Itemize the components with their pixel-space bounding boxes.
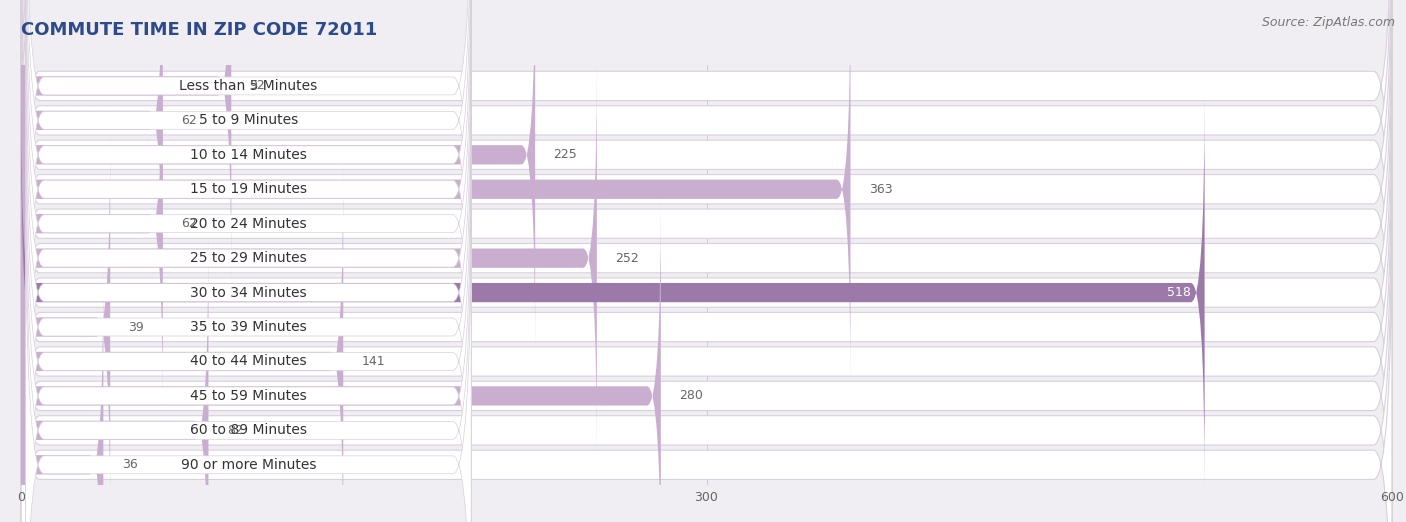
Text: 363: 363 — [869, 183, 893, 196]
FancyBboxPatch shape — [25, 0, 471, 522]
Text: 36: 36 — [122, 458, 138, 471]
FancyBboxPatch shape — [21, 0, 163, 317]
Text: 92: 92 — [250, 79, 266, 92]
FancyBboxPatch shape — [25, 0, 471, 490]
FancyBboxPatch shape — [21, 61, 598, 455]
FancyBboxPatch shape — [21, 199, 661, 522]
Text: 62: 62 — [181, 114, 197, 127]
FancyBboxPatch shape — [25, 0, 471, 387]
FancyBboxPatch shape — [21, 0, 1392, 416]
Text: Less than 5 Minutes: Less than 5 Minutes — [180, 79, 318, 93]
FancyBboxPatch shape — [25, 95, 471, 522]
Text: 45 to 59 Minutes: 45 to 59 Minutes — [190, 389, 307, 403]
FancyBboxPatch shape — [21, 204, 1392, 522]
Text: 30 to 34 Minutes: 30 to 34 Minutes — [190, 286, 307, 300]
FancyBboxPatch shape — [25, 198, 471, 522]
FancyBboxPatch shape — [21, 0, 1392, 347]
Text: Source: ZipAtlas.com: Source: ZipAtlas.com — [1261, 16, 1395, 29]
FancyBboxPatch shape — [25, 26, 471, 522]
FancyBboxPatch shape — [21, 233, 208, 522]
Text: 141: 141 — [361, 355, 385, 368]
FancyBboxPatch shape — [25, 129, 471, 522]
Text: COMMUTE TIME IN ZIP CODE 72011: COMMUTE TIME IN ZIP CODE 72011 — [21, 21, 377, 39]
FancyBboxPatch shape — [21, 0, 1392, 484]
FancyBboxPatch shape — [21, 0, 536, 352]
Text: 60 to 89 Minutes: 60 to 89 Minutes — [190, 423, 307, 437]
Text: 252: 252 — [616, 252, 638, 265]
FancyBboxPatch shape — [21, 27, 163, 421]
Text: 35 to 39 Minutes: 35 to 39 Minutes — [190, 320, 307, 334]
Text: 10 to 14 Minutes: 10 to 14 Minutes — [190, 148, 307, 162]
Text: 518: 518 — [1167, 286, 1191, 299]
Text: 62: 62 — [181, 217, 197, 230]
FancyBboxPatch shape — [21, 135, 1392, 522]
Text: 15 to 19 Minutes: 15 to 19 Minutes — [190, 182, 307, 196]
Text: 82: 82 — [226, 424, 243, 437]
FancyBboxPatch shape — [21, 101, 1392, 522]
FancyBboxPatch shape — [21, 0, 232, 283]
FancyBboxPatch shape — [21, 66, 1392, 522]
FancyBboxPatch shape — [21, 32, 1392, 522]
Text: 90 or more Minutes: 90 or more Minutes — [181, 458, 316, 472]
FancyBboxPatch shape — [21, 96, 1205, 490]
FancyBboxPatch shape — [25, 0, 471, 352]
FancyBboxPatch shape — [21, 268, 104, 522]
FancyBboxPatch shape — [25, 0, 471, 421]
FancyBboxPatch shape — [21, 0, 851, 386]
FancyBboxPatch shape — [21, 130, 110, 522]
FancyBboxPatch shape — [25, 0, 471, 456]
Text: 20 to 24 Minutes: 20 to 24 Minutes — [190, 217, 307, 231]
Text: 280: 280 — [679, 389, 703, 402]
FancyBboxPatch shape — [25, 61, 471, 522]
FancyBboxPatch shape — [21, 164, 343, 522]
Text: 40 to 44 Minutes: 40 to 44 Minutes — [190, 354, 307, 369]
FancyBboxPatch shape — [21, 0, 1392, 450]
FancyBboxPatch shape — [21, 170, 1392, 522]
FancyBboxPatch shape — [21, 0, 1392, 381]
Text: 5 to 9 Minutes: 5 to 9 Minutes — [198, 113, 298, 127]
Text: 225: 225 — [554, 148, 578, 161]
Text: 39: 39 — [128, 321, 145, 334]
FancyBboxPatch shape — [25, 164, 471, 522]
FancyBboxPatch shape — [21, 0, 1392, 519]
Text: 25 to 29 Minutes: 25 to 29 Minutes — [190, 251, 307, 265]
